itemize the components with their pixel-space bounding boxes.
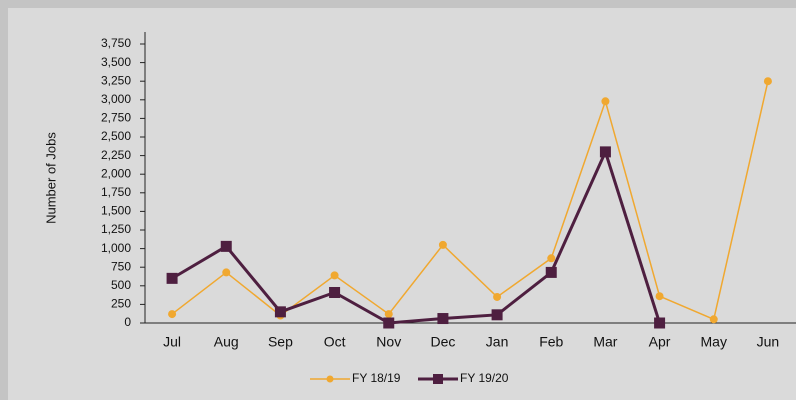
legend-label: FY 18/19 — [352, 371, 401, 385]
y-tick-label: 250 — [111, 297, 131, 311]
legend-marker — [433, 374, 443, 384]
marker — [222, 268, 231, 277]
marker — [655, 292, 664, 301]
x-tick-label: Nov — [376, 334, 401, 350]
x-tick-label: May — [701, 334, 727, 350]
marker — [493, 292, 502, 301]
x-tick-label: Jan — [486, 334, 509, 350]
marker — [601, 97, 610, 106]
marker — [166, 272, 178, 284]
marker — [383, 317, 395, 329]
y-tick-label: 1,500 — [101, 204, 131, 218]
series-line — [171, 81, 769, 321]
y-tick-label: 2,000 — [101, 166, 131, 180]
x-tick-label: Jul — [163, 334, 181, 350]
marker — [438, 240, 447, 249]
marker — [763, 77, 772, 86]
x-tick-label: Oct — [324, 334, 346, 350]
marker — [329, 286, 341, 298]
y-tick-label: 500 — [111, 278, 131, 292]
x-tick-label: Aug — [214, 334, 239, 350]
marker — [545, 266, 557, 278]
x-tick-label: Jun — [757, 334, 780, 350]
marker — [437, 313, 449, 325]
legend-label: FY 19/20 — [460, 371, 509, 385]
chart-background — [8, 8, 796, 400]
y-tick-label: 750 — [111, 259, 131, 273]
y-tick-label: 1,000 — [101, 241, 131, 255]
x-tick-label: Feb — [539, 334, 563, 350]
marker — [709, 315, 718, 324]
x-tick-label: Mar — [593, 334, 617, 350]
y-tick-label: 2,500 — [101, 129, 131, 143]
y-tick-label: 3,750 — [101, 36, 131, 50]
marker — [384, 310, 393, 319]
marker — [491, 309, 503, 321]
y-tick-label: 3,000 — [101, 92, 131, 106]
y-tick-label: 1,750 — [101, 185, 131, 199]
marker — [220, 240, 232, 252]
y-tick-label: 2,750 — [101, 111, 131, 125]
y-tick-label: 1,250 — [101, 222, 131, 236]
y-tick-label: 2,250 — [101, 148, 131, 162]
marker — [168, 310, 177, 319]
series-line — [171, 147, 662, 325]
y-axis-label: Number of Jobs — [43, 132, 58, 224]
marker — [330, 271, 339, 280]
x-tick-label: Sep — [268, 334, 293, 350]
marker — [654, 317, 666, 329]
marker — [274, 306, 286, 318]
y-tick-label: 0 — [124, 315, 131, 329]
marker — [547, 254, 556, 263]
x-tick-label: Apr — [649, 334, 671, 350]
legend-marker — [326, 375, 334, 383]
y-tick-label: 3,250 — [101, 73, 131, 87]
y-tick-label: 3,500 — [101, 55, 131, 69]
x-tick-label: Dec — [430, 334, 455, 350]
marker — [599, 146, 611, 158]
